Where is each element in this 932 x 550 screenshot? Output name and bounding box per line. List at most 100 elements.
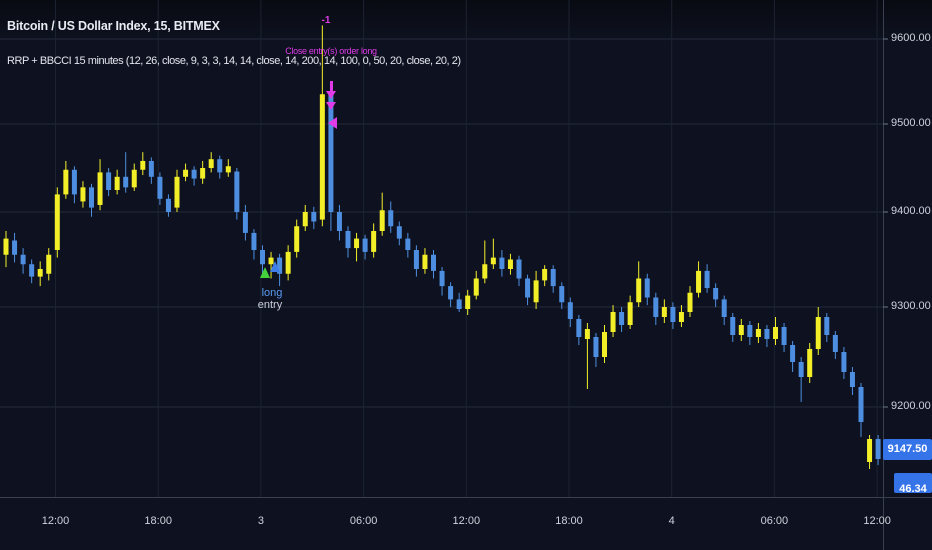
candle-body — [730, 317, 736, 335]
candle — [157, 172, 163, 205]
secondary-value-text: 46.34 — [899, 483, 927, 493]
price-axis-label: 9400.00 — [891, 205, 931, 217]
candle-body — [465, 295, 471, 309]
candle-body — [80, 187, 86, 202]
candle-body — [490, 257, 496, 265]
candle-body — [106, 172, 112, 190]
time-axis-label: 3 — [257, 515, 264, 527]
candle-body — [191, 169, 197, 179]
indicator-title[interactable]: RRP + BBCCI 15 minutes (12, 26, close, 9… — [7, 55, 461, 67]
candle-body — [687, 292, 693, 312]
candle-body — [798, 362, 804, 377]
candle — [490, 238, 496, 269]
candle — [773, 317, 778, 345]
candle-body — [114, 176, 120, 190]
candle — [371, 223, 377, 258]
candle — [174, 169, 180, 212]
candle-wick — [484, 240, 486, 284]
candle-body — [319, 94, 325, 220]
candle-body — [251, 232, 257, 250]
candle — [678, 305, 684, 327]
candle-body — [37, 269, 43, 277]
candle-body — [456, 299, 462, 309]
close-order-arrowhead-icon — [326, 102, 336, 110]
close-order-label: Close entry(s) order long — [285, 46, 377, 56]
candle — [849, 367, 855, 395]
candle — [696, 261, 702, 298]
candle-body — [242, 212, 248, 233]
candle-body — [542, 269, 548, 281]
candle-body — [234, 171, 240, 212]
price-axis-label: 9300.00 — [891, 300, 931, 312]
candle — [730, 313, 736, 342]
candle — [80, 181, 86, 208]
candle — [354, 232, 360, 262]
candle — [610, 305, 616, 337]
candle — [559, 282, 565, 309]
candle — [764, 325, 770, 347]
secondary-value-badge: 46.34 — [894, 473, 932, 493]
candle-body — [781, 327, 787, 345]
candle — [71, 166, 77, 204]
entry-label-entry: entry — [257, 299, 283, 311]
price-axis-label: 9600.00 — [891, 32, 931, 44]
candle — [456, 292, 462, 312]
candle — [336, 204, 342, 241]
candle — [208, 152, 214, 173]
candle — [140, 152, 146, 176]
candle-body — [696, 270, 702, 293]
candle-body — [533, 280, 539, 303]
candle — [183, 163, 189, 182]
candle-body — [157, 176, 163, 199]
candle-body — [12, 240, 18, 255]
candle-body — [713, 288, 719, 300]
candle — [790, 341, 796, 372]
candle — [798, 357, 804, 402]
candle-body — [217, 159, 223, 173]
candle — [755, 323, 761, 343]
candle — [165, 194, 171, 217]
candle-body — [747, 325, 753, 337]
candle-body — [525, 278, 531, 298]
price-axis-label: 9200.00 — [891, 400, 931, 412]
candle — [576, 315, 582, 345]
candle — [422, 248, 428, 274]
candle-body — [593, 337, 599, 357]
candle-body — [832, 335, 838, 352]
candle — [721, 295, 727, 325]
candle — [448, 282, 454, 307]
symbol-title[interactable]: Bitcoin / US Dollar Index, 15, BITMEX — [7, 19, 220, 33]
candle-body — [567, 302, 573, 319]
candle-body — [755, 329, 761, 337]
candle-body — [200, 168, 206, 179]
candle-body — [396, 226, 402, 239]
candle — [867, 435, 873, 469]
candle — [260, 245, 265, 274]
candle — [362, 234, 368, 260]
candle-body — [576, 319, 582, 337]
time-axis-label: 18:00 — [144, 515, 172, 527]
candle-body — [610, 312, 616, 332]
candle-body — [738, 325, 744, 335]
candle-body — [653, 297, 659, 317]
candle-body — [644, 278, 650, 298]
candle — [738, 319, 744, 341]
candle-body — [507, 259, 513, 269]
candle-wick — [800, 357, 802, 402]
candle — [832, 331, 838, 359]
candle — [97, 159, 103, 211]
candle-body — [371, 231, 377, 252]
candle-body — [448, 286, 454, 300]
candle — [687, 286, 693, 317]
close-order-down-arrow-icon — [326, 81, 337, 100]
candle — [516, 255, 522, 287]
time-axis-label: 06:00 — [349, 515, 378, 527]
candle-body — [841, 352, 847, 372]
candle-body — [473, 278, 479, 296]
candle — [875, 435, 881, 465]
last-price-badge: 9147.50 — [883, 439, 932, 460]
candle — [747, 321, 753, 345]
candle-body — [858, 387, 864, 422]
